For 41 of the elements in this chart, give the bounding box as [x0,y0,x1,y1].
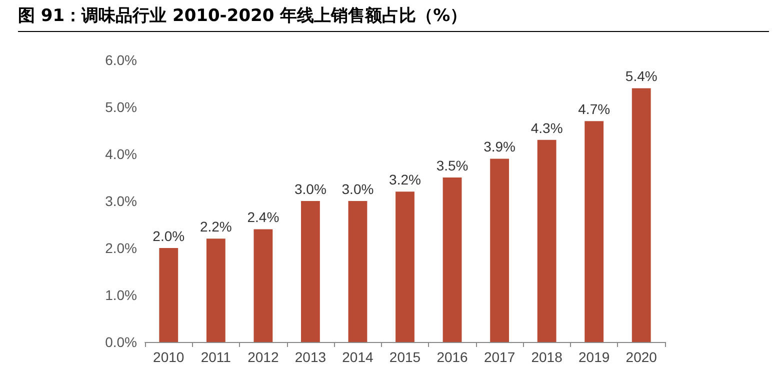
x-tick-label: 2016 [436,349,468,365]
data-label: 4.7% [578,101,610,118]
x-tick-label: 2013 [294,349,326,365]
x-tick-label: 2019 [578,349,610,365]
data-label: 2.2% [200,218,232,235]
data-label: 3.2% [389,172,421,188]
x-tick-label: 2018 [531,349,563,365]
data-label: 4.3% [530,120,563,136]
bar [206,238,226,342]
data-label: 3.9% [484,138,516,155]
y-tick-label: 1.0% [105,287,137,303]
x-tick-label: 2014 [342,349,374,365]
y-tick-label: 0.0% [105,334,137,350]
bar [490,158,509,342]
x-tick-label: 2010 [153,349,184,365]
data-label: 3.5% [436,158,468,174]
x-tick-label: 2020 [626,349,658,365]
x-tick-label: 2012 [248,349,279,365]
y-tick-label: 3.0% [105,193,137,209]
bar [348,201,368,342]
x-tick-label: 2015 [389,349,421,365]
y-tick-label: 2.0% [105,240,137,256]
bar [537,140,556,342]
bar [396,192,414,342]
chart-title: 图 91：调味品行业 2010-2020 年线上销售额占比（%） [18,4,769,32]
y-tick-label: 6.0% [105,52,137,68]
data-label: 3.0% [342,181,374,197]
x-tick-label: 2017 [484,349,516,365]
bar [254,229,273,342]
bar [584,121,604,342]
data-label: 5.4% [625,68,658,84]
bar [159,248,178,342]
bar [301,201,320,342]
data-label: 3.0% [294,181,326,197]
x-tick-label: 2011 [200,349,232,365]
data-label: 2.4% [247,209,280,226]
y-tick-label: 4.0% [105,146,137,162]
y-tick-label: 5.0% [105,99,137,115]
data-label: 2.0% [152,228,185,244]
bar [442,178,462,342]
bar [632,88,651,342]
